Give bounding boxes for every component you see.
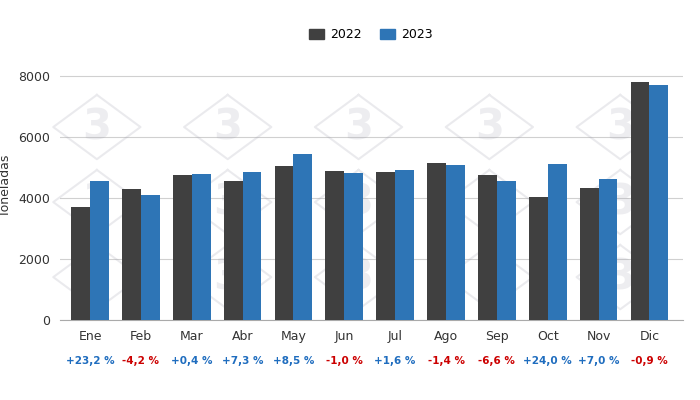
Text: +7,0 %: +7,0 % [578, 356, 620, 366]
Text: +24,0 %: +24,0 % [524, 356, 572, 366]
Text: 3: 3 [214, 256, 242, 298]
Text: 3: 3 [83, 181, 111, 223]
Bar [274, 166, 293, 320]
Text: -6,6 %: -6,6 % [478, 356, 515, 366]
Bar [224, 182, 243, 320]
Text: 3: 3 [344, 256, 373, 298]
Y-axis label: Toneladas: Toneladas [0, 155, 12, 217]
Bar [631, 82, 650, 320]
Bar [344, 172, 363, 320]
Bar [192, 174, 211, 320]
Text: -0,9 %: -0,9 % [631, 356, 668, 366]
Text: 3: 3 [214, 181, 242, 223]
Bar [141, 194, 160, 320]
Text: +8,5 %: +8,5 % [273, 356, 314, 366]
Text: 3: 3 [606, 181, 635, 223]
Text: +1,6 %: +1,6 % [374, 356, 416, 366]
Legend: 2022, 2023: 2022, 2023 [304, 24, 438, 46]
Text: -4,2 %: -4,2 % [122, 356, 160, 366]
Text: -1,0 %: -1,0 % [326, 356, 363, 366]
Text: 3: 3 [83, 106, 111, 148]
Bar [580, 188, 598, 320]
Bar [293, 154, 312, 320]
Text: 3: 3 [606, 256, 635, 298]
Bar [395, 170, 414, 320]
Text: 3: 3 [475, 181, 504, 223]
Bar [90, 180, 108, 320]
Bar [243, 172, 261, 320]
Text: +7,3 %: +7,3 % [222, 356, 263, 366]
Text: 3: 3 [475, 106, 504, 148]
Text: 3: 3 [214, 106, 242, 148]
Bar [326, 171, 344, 320]
Bar [427, 163, 446, 320]
Bar [598, 179, 617, 320]
Text: 3: 3 [606, 106, 635, 148]
Text: 3: 3 [344, 106, 373, 148]
Bar [497, 181, 516, 320]
Bar [122, 189, 141, 320]
Bar [446, 165, 465, 320]
Text: 3: 3 [475, 256, 504, 298]
Text: -1,4 %: -1,4 % [428, 356, 465, 366]
Text: +23,2 %: +23,2 % [66, 356, 114, 366]
Text: +0,4 %: +0,4 % [171, 356, 213, 366]
Bar [529, 197, 547, 320]
Bar [71, 207, 90, 320]
Text: 3: 3 [83, 256, 111, 298]
Bar [377, 172, 395, 320]
Text: 3: 3 [344, 181, 373, 223]
Bar [650, 85, 668, 320]
Bar [547, 164, 566, 320]
Bar [173, 175, 192, 320]
Bar [478, 175, 497, 320]
